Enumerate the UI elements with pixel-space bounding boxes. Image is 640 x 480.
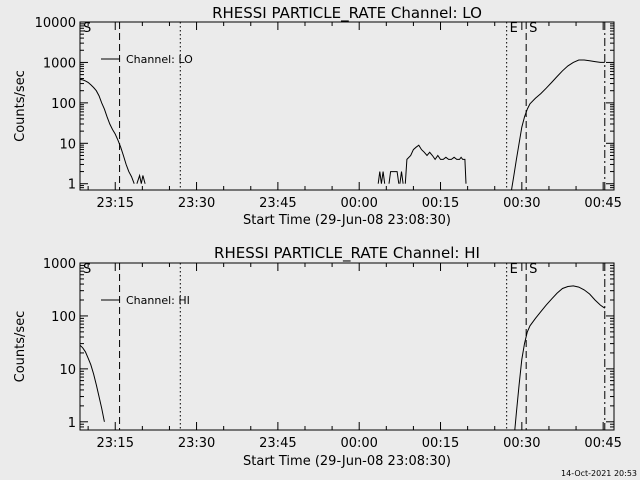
y-tick-label: 10000 (35, 16, 76, 31)
chart-panel-hi: RHESSI PARTICLE_RATE Channel: HI 1 10 100 10… (13, 244, 622, 469)
x-tick-label: 23:15 (97, 436, 134, 451)
legend-label: Channel: HI (126, 294, 190, 307)
x-tick-label: 23:15 (97, 196, 134, 211)
marker-label: S (529, 21, 537, 36)
series-line (79, 78, 135, 184)
marker-label: S (83, 262, 91, 277)
y-tick-label: 1000 (43, 56, 76, 71)
series-line (514, 285, 606, 431)
marker-label: S (529, 262, 537, 277)
x-tick-label: 00:00 (340, 436, 377, 451)
x-tick-label: 00:15 (422, 196, 459, 211)
x-tick-label: 23:30 (178, 436, 215, 451)
series-line (511, 59, 605, 191)
footer-timestamp: 14-Oct-2021 20:53 (561, 469, 637, 478)
x-tick-label: 00:30 (503, 196, 540, 211)
series-line (399, 171, 404, 184)
plot-frame (79, 21, 615, 191)
chart-title: RHESSI PARTICLE_RATE Channel: LO (212, 4, 482, 23)
chart-panel-lo: RHESSI PARTICLE_RATE Channel: LO 1 10 100 10… (13, 4, 622, 228)
series-line (404, 144, 467, 184)
x-tick-label: 00:45 (584, 436, 621, 451)
y-tick-label: 1 (68, 416, 76, 431)
y-tick-label: 100 (51, 97, 76, 112)
legend-label: Channel: LO (126, 53, 193, 66)
series-line (377, 171, 386, 184)
y-tick-label: 10 (59, 363, 76, 378)
x-tick-label: 23:45 (259, 196, 296, 211)
y-tick-label: 10 (59, 137, 76, 152)
x-axis-label: Start Time (29-Jun-08 23:08:30) (243, 213, 451, 228)
y-tick-label: 1000 (43, 257, 76, 272)
series-line (79, 344, 105, 422)
y-tick-label: 100 (51, 310, 76, 325)
x-tick-label: 00:00 (340, 196, 377, 211)
y-tick-label: 1 (68, 178, 76, 193)
y-axis-label: Counts/sec (13, 70, 28, 142)
marker-label: S (83, 21, 91, 36)
y-axis-label: Counts/sec (13, 311, 28, 383)
chart-title: RHESSI PARTICLE_RATE Channel: HI (214, 244, 480, 263)
series-line (136, 173, 146, 184)
x-tick-label: 23:45 (259, 436, 296, 451)
marker-label: E (510, 262, 518, 277)
x-tick-label: 00:30 (503, 436, 540, 451)
series-line (388, 171, 400, 184)
x-tick-label: 23:30 (178, 196, 215, 211)
x-axis-label: Start Time (29-Jun-08 23:08:30) (243, 454, 451, 469)
x-tick-label: 00:15 (422, 436, 459, 451)
marker-label: E (510, 21, 518, 36)
x-tick-label: 00:45 (584, 196, 621, 211)
plot-frame (79, 262, 615, 431)
